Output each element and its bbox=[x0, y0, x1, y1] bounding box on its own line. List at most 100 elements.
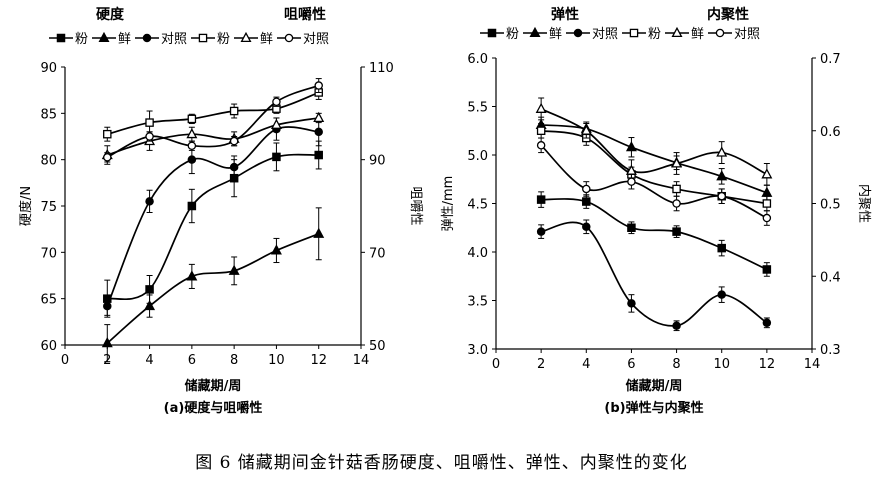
data-point bbox=[672, 227, 681, 236]
y-left-tick-label: 75 bbox=[40, 200, 57, 215]
y-left-tick-label: 85 bbox=[40, 107, 57, 122]
series-left-1 bbox=[101, 207, 325, 363]
data-point bbox=[272, 152, 281, 162]
y-left-tick-label: 3.0 bbox=[467, 343, 488, 358]
data-point bbox=[716, 170, 728, 181]
data-point bbox=[535, 102, 547, 113]
data-point bbox=[762, 265, 772, 274]
data-point bbox=[186, 270, 198, 281]
legend-marker bbox=[198, 33, 208, 43]
series-line bbox=[540, 108, 768, 176]
x-tick-label: 12 bbox=[759, 357, 776, 372]
y-left-tick-label: 3.5 bbox=[467, 295, 488, 310]
data-point bbox=[627, 177, 636, 186]
x-tick-label: 4 bbox=[582, 357, 590, 372]
legend-marker bbox=[573, 28, 583, 38]
data-point bbox=[536, 126, 546, 136]
data-point bbox=[229, 162, 239, 172]
series-line bbox=[106, 126, 319, 307]
series-left-2 bbox=[103, 117, 323, 316]
data-point bbox=[762, 199, 772, 208]
x-tick-label: 4 bbox=[145, 353, 153, 368]
data-point bbox=[536, 195, 546, 204]
data-point bbox=[625, 141, 637, 152]
data-point bbox=[716, 146, 728, 157]
x-tick-label: 6 bbox=[627, 357, 635, 372]
x-tick-label: 8 bbox=[672, 357, 680, 372]
data-point bbox=[536, 141, 546, 150]
data-point bbox=[229, 136, 239, 146]
legend-label: 粉 bbox=[648, 27, 661, 42]
data-point bbox=[270, 244, 282, 255]
data-point bbox=[272, 97, 281, 107]
series-line bbox=[107, 153, 319, 301]
legend-entry: 对照 bbox=[277, 32, 329, 47]
series-right-3 bbox=[103, 85, 323, 142]
panel-label: (a)硬度与咀嚼性 bbox=[164, 400, 263, 416]
series-line bbox=[106, 84, 320, 159]
series-line bbox=[540, 221, 768, 327]
data-point bbox=[103, 153, 112, 162]
legend-label: 粉 bbox=[75, 32, 88, 47]
data-point bbox=[313, 111, 325, 123]
y-left-tick-label: 70 bbox=[40, 246, 57, 261]
data-point bbox=[187, 114, 197, 124]
legend-group-title-left: 弹性 bbox=[551, 6, 579, 23]
data-point bbox=[314, 127, 323, 137]
legend-entry: 粉 bbox=[49, 32, 88, 47]
data-point bbox=[187, 201, 197, 211]
series-right-5 bbox=[103, 78, 323, 163]
y-right-tick-label: 0.5 bbox=[820, 198, 841, 213]
legend-entry: 鲜 bbox=[234, 31, 273, 47]
y-right-tick-label: 50 bbox=[369, 339, 386, 354]
data-point bbox=[627, 223, 636, 232]
x-tick-label: 8 bbox=[230, 353, 238, 368]
legend-label: 对照 bbox=[592, 27, 618, 42]
legend-label: 对照 bbox=[161, 32, 187, 47]
legend-label: 鲜 bbox=[118, 32, 131, 47]
y-left-axis-label: 弹性/mm bbox=[441, 176, 456, 232]
x-axis-label: 储藏期/周 bbox=[184, 378, 242, 394]
data-point bbox=[580, 124, 592, 135]
legend-marker bbox=[529, 26, 541, 38]
legend-marker bbox=[629, 28, 639, 38]
y-right-tick-label: 0.4 bbox=[820, 270, 841, 285]
legend-marker bbox=[240, 31, 252, 43]
data-point bbox=[144, 299, 156, 311]
y-left-tick-label: 6.0 bbox=[467, 52, 488, 67]
series-right-4 bbox=[535, 97, 773, 186]
data-point bbox=[672, 321, 681, 330]
legend-marker bbox=[98, 31, 110, 43]
data-point bbox=[145, 132, 154, 141]
chart-panel-b: 0 2 4 6 8 10 12 14 3.0 3.5 4.0 4.5 5.0 5.5 6.0 0.3 0.4 0.… bbox=[441, 6, 872, 416]
data-point bbox=[145, 197, 154, 206]
data-point bbox=[101, 336, 113, 348]
legend-entry: 鲜 bbox=[92, 31, 131, 47]
data-point bbox=[187, 141, 197, 151]
y-left-tick-label: 5.5 bbox=[467, 101, 488, 116]
legend-entry: 粉 bbox=[622, 27, 661, 42]
series-line bbox=[541, 198, 768, 271]
y-left-tick-label: 65 bbox=[40, 293, 57, 308]
data-point bbox=[536, 227, 546, 236]
data-point bbox=[186, 128, 198, 139]
legend-label: 粉 bbox=[506, 27, 519, 42]
data-point bbox=[717, 243, 726, 253]
legend-label: 鲜 bbox=[549, 27, 562, 42]
data-point bbox=[717, 191, 726, 201]
legend-group-title-right: 内聚性 bbox=[707, 6, 749, 23]
legend-label: 对照 bbox=[303, 32, 329, 47]
y-right-axis-label: 内聚性 bbox=[856, 184, 872, 223]
legend-entry: 鲜 bbox=[523, 26, 562, 42]
x-tick-label: 0 bbox=[61, 353, 69, 368]
x-tick-label: 14 bbox=[353, 353, 370, 368]
data-point bbox=[314, 81, 323, 90]
x-tick-label: 0 bbox=[492, 357, 500, 372]
series-line bbox=[106, 233, 320, 344]
data-point bbox=[762, 213, 772, 223]
y-right-tick-label: 0.6 bbox=[820, 125, 841, 140]
legend-entry: 鲜 bbox=[665, 26, 704, 42]
legend-group-title-right: 咀嚼性 bbox=[284, 6, 326, 23]
